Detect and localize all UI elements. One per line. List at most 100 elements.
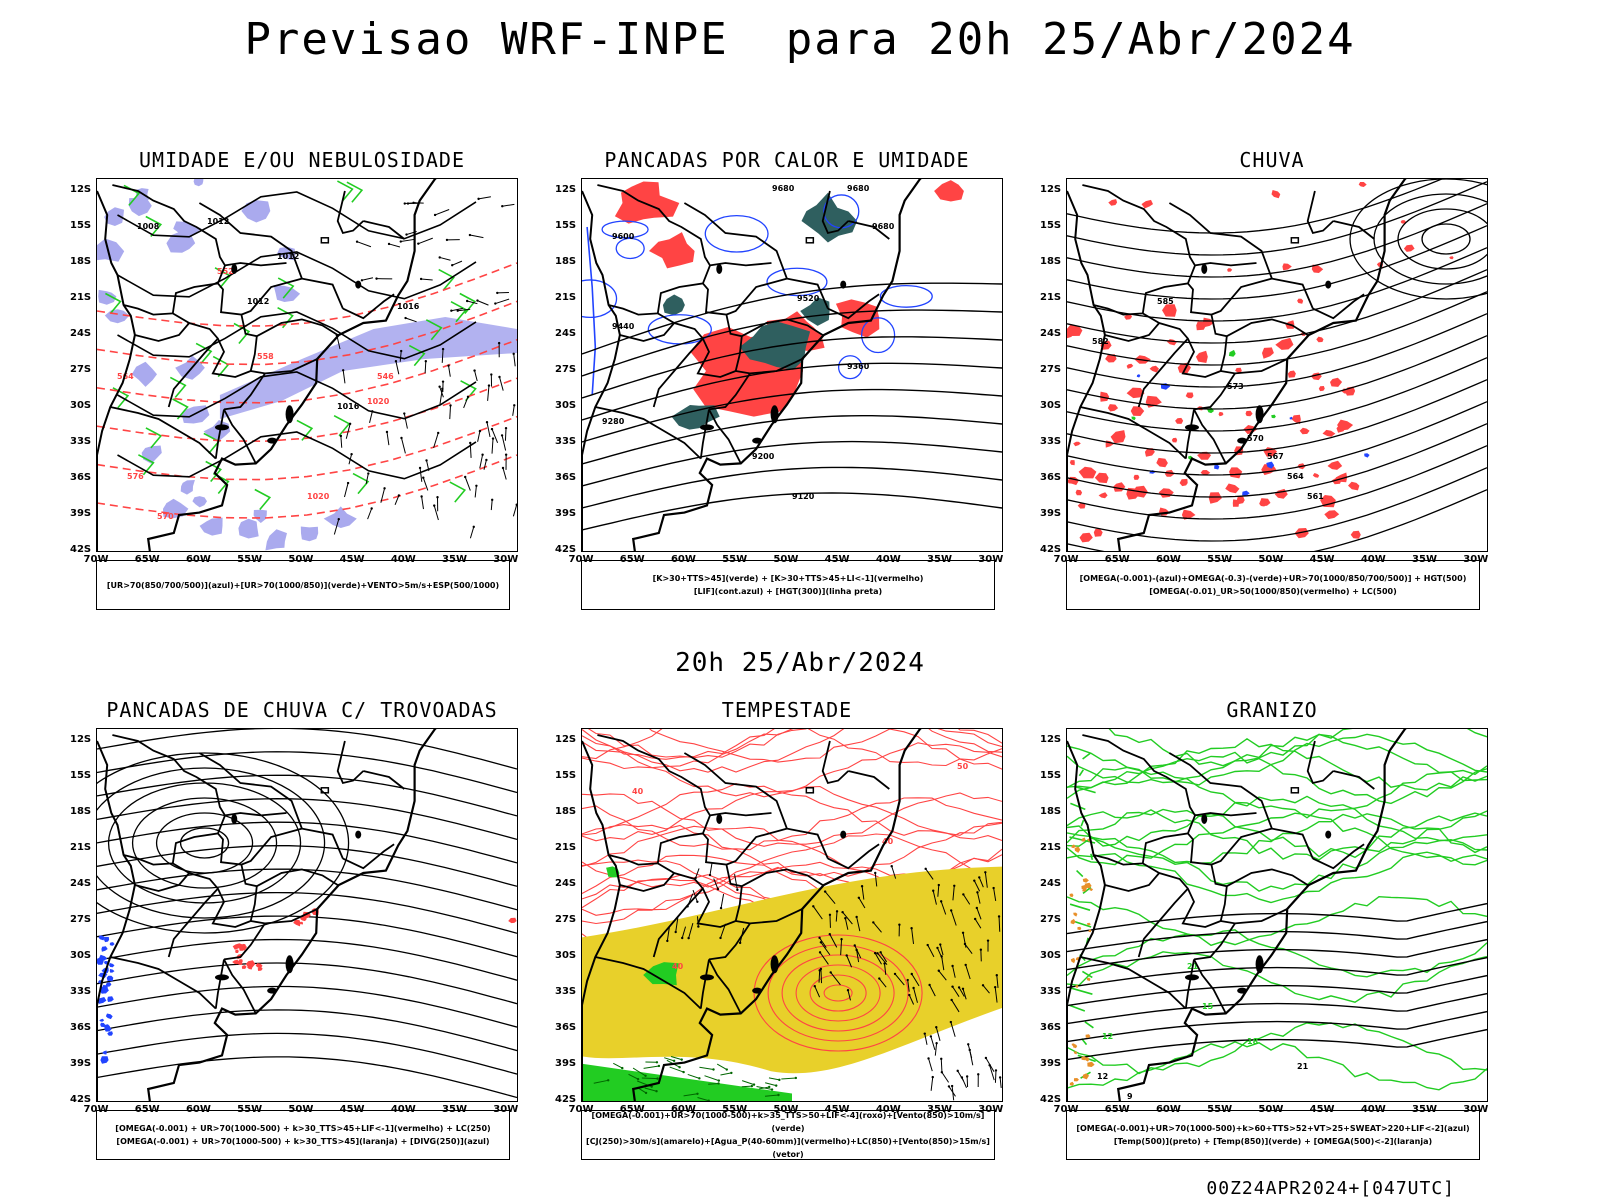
wind-vector-head	[953, 884, 956, 887]
map-canvas: 9680 9680 9680 9600 9520 9440 9360 9280 9200 9120	[582, 179, 1002, 551]
wind-vector-head	[497, 341, 501, 345]
precipitable-water-contour	[582, 785, 1002, 842]
wind-vector-head	[656, 1077, 659, 1080]
state-border	[224, 812, 287, 817]
wind-vector-head	[399, 240, 402, 243]
rain-patch	[1110, 430, 1126, 444]
lagoon	[752, 437, 763, 444]
wind-vector-head	[515, 503, 517, 506]
wind-vector	[477, 300, 489, 306]
wind-vector	[491, 438, 494, 454]
wind-vector-head	[910, 972, 913, 976]
coastline	[146, 179, 437, 551]
pressure-contour	[117, 251, 477, 300]
moisture-patch	[199, 517, 223, 536]
lc850-contour	[823, 984, 853, 1002]
temp500-contour	[1067, 956, 1487, 989]
stream-line	[1067, 313, 1487, 388]
storm-patch	[255, 963, 263, 968]
precipitable-water-contour	[582, 729, 1002, 760]
legend-line: [K>30+TTS>45](verde) + [K>30+TTS>45+LI<-…	[652, 574, 924, 583]
wind-vector	[380, 488, 386, 503]
wind-vector	[632, 1067, 646, 1077]
wind-vector	[969, 1049, 974, 1066]
lat-tick-label: 15S	[70, 220, 92, 231]
rain-patch	[1322, 429, 1336, 437]
wind-vector-head	[449, 404, 452, 407]
lif-contour	[615, 237, 645, 260]
legend-line: [OMEGA(-0.001) + UR>70(1000-500) + k>30_…	[116, 1137, 490, 1146]
precipitable-water-contour	[582, 729, 1002, 773]
wind-vector	[928, 1058, 933, 1072]
lat-tick-label: 27S	[555, 364, 577, 375]
wind-vectors-southeast	[923, 998, 1002, 1101]
lat-tick-label: 36S	[70, 472, 92, 483]
state-border	[363, 770, 405, 790]
height-contour	[582, 309, 1002, 377]
lat-tick-label: 12S	[555, 184, 577, 195]
rain-patch	[1077, 502, 1086, 509]
wind-vector	[938, 970, 947, 981]
wind-vector-head	[967, 1043, 970, 1046]
convection-area	[614, 181, 680, 224]
panel-tempestade: TEMPESTADE 40 40 50 40 12S 15S 18S 21S 24S 27S 30…	[555, 698, 1017, 1178]
wind-vector	[930, 1036, 936, 1051]
legend-chuva: [OMEGA(-0.001)-(azul)+OMEGA(-0.3)-(verde…	[1066, 560, 1480, 610]
divergence-patch	[106, 975, 114, 982]
contour-label: 9	[1127, 1092, 1133, 1101]
omega-patch	[1069, 1081, 1075, 1086]
geo-boundaries	[97, 729, 437, 1101]
temp850-contour	[1067, 733, 1487, 786]
map-chuva: 582 585 573 570 567 564 561	[1066, 178, 1488, 552]
vortex-ring	[1421, 223, 1471, 255]
wind-vector	[824, 891, 836, 904]
wind-vector	[345, 423, 351, 439]
omega-patch	[1082, 1073, 1089, 1080]
humidity-contour	[145, 215, 163, 238]
wind-vector	[479, 454, 484, 469]
contour-label: 561	[1307, 492, 1324, 501]
wind-vector	[687, 1073, 700, 1079]
wind-vector-head	[360, 279, 364, 282]
vortex-ring	[1349, 179, 1487, 300]
wind-vector	[974, 918, 982, 929]
state-border	[702, 282, 743, 372]
rain-patch	[1166, 339, 1178, 346]
omega-patch	[1084, 882, 1092, 889]
wind-vector-head	[419, 277, 423, 281]
wind-vector-head	[456, 309, 459, 312]
wind-vector-head	[697, 925, 700, 928]
lake	[716, 814, 723, 824]
omega-patch	[1266, 461, 1275, 469]
wind-vector	[965, 964, 971, 980]
stream-line	[97, 938, 517, 981]
rain-patch	[1327, 460, 1343, 470]
lat-tick-label: 18S	[70, 806, 92, 817]
lif-contour	[582, 279, 618, 319]
humidity-contour	[205, 460, 222, 483]
wind-vector-head	[939, 943, 942, 946]
lake	[840, 830, 847, 839]
wind-vector	[950, 910, 957, 926]
state-border	[1093, 304, 1143, 316]
state-border	[597, 184, 712, 314]
wind-vector	[395, 361, 400, 375]
wind-vector	[669, 1066, 684, 1073]
state-border	[198, 202, 344, 309]
lagoon	[770, 955, 779, 974]
wind-vector-head	[481, 453, 484, 456]
wind-vector-head	[951, 964, 954, 968]
wind-vector	[340, 435, 343, 448]
wind-vector-head	[387, 242, 391, 246]
rain-patch	[1245, 410, 1253, 417]
wind-vector-head	[687, 936, 690, 940]
rain-patch	[1100, 391, 1110, 402]
wind-vector	[820, 968, 823, 984]
lagoon	[285, 405, 294, 424]
wind-vector-head	[719, 906, 723, 910]
map-tempestade: 40 40 50 40	[581, 728, 1003, 1102]
wind-vector-head	[964, 963, 967, 967]
wind-vector-head	[464, 475, 467, 479]
wind-vector	[962, 988, 967, 1000]
wind-vector	[880, 952, 888, 963]
